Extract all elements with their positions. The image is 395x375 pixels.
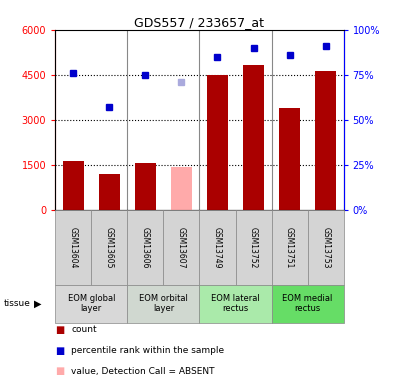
Bar bbox=[99, 174, 120, 210]
Bar bbox=[171, 166, 192, 210]
Title: GDS557 / 233657_at: GDS557 / 233657_at bbox=[134, 16, 265, 29]
Text: value, Detection Call = ABSENT: value, Detection Call = ABSENT bbox=[71, 367, 214, 375]
Text: tissue: tissue bbox=[4, 299, 31, 308]
Bar bbox=[315, 71, 337, 210]
Text: GSM13607: GSM13607 bbox=[177, 227, 186, 268]
Text: EOM orbital
layer: EOM orbital layer bbox=[139, 294, 188, 314]
Text: GSM13605: GSM13605 bbox=[105, 227, 114, 268]
Text: GSM13751: GSM13751 bbox=[285, 227, 294, 268]
Text: GSM13749: GSM13749 bbox=[213, 227, 222, 268]
Text: GSM13753: GSM13753 bbox=[321, 227, 330, 268]
Text: GSM13604: GSM13604 bbox=[69, 227, 78, 268]
Text: ■: ■ bbox=[55, 325, 64, 335]
Text: GSM13606: GSM13606 bbox=[141, 227, 150, 268]
Bar bbox=[207, 75, 228, 210]
Text: count: count bbox=[71, 326, 97, 334]
Text: ■: ■ bbox=[55, 346, 64, 355]
Text: EOM global
layer: EOM global layer bbox=[68, 294, 115, 314]
Bar bbox=[135, 163, 156, 210]
Text: ■: ■ bbox=[55, 366, 64, 375]
Bar bbox=[243, 64, 264, 210]
Text: ▶: ▶ bbox=[34, 299, 41, 309]
Bar bbox=[62, 160, 84, 210]
Bar bbox=[279, 108, 300, 210]
Text: EOM medial
rectus: EOM medial rectus bbox=[282, 294, 333, 314]
Text: EOM lateral
rectus: EOM lateral rectus bbox=[211, 294, 260, 314]
Text: percentile rank within the sample: percentile rank within the sample bbox=[71, 346, 224, 355]
Text: GSM13752: GSM13752 bbox=[249, 227, 258, 268]
